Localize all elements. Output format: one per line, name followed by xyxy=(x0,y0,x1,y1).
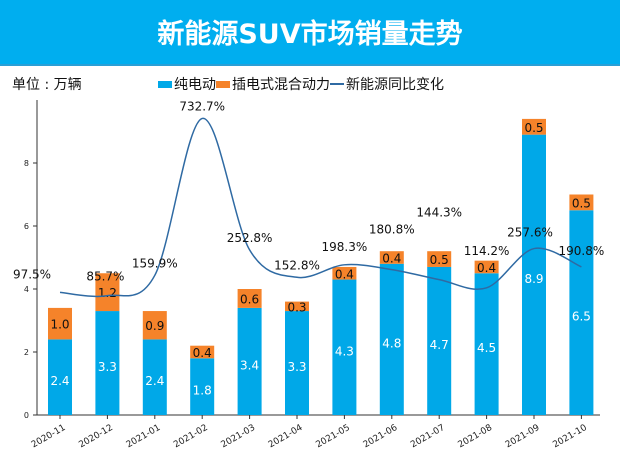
y-tick-label: 4 xyxy=(24,285,29,294)
chart-title: 新能源SUV市场销量走势 xyxy=(157,19,463,50)
legend: 纯电动 插电式混合动力 新能源同比变化 xyxy=(158,74,444,94)
bar-bev xyxy=(379,263,404,415)
x-tick-label: 2021-01 xyxy=(125,423,163,450)
yoy-label: 97.5% xyxy=(13,267,51,281)
bar-label-phev: 0.5 xyxy=(524,121,543,135)
bar-phev xyxy=(569,194,594,211)
bar-label-bev: 2.4 xyxy=(145,374,164,388)
bar-label-phev: 0.4 xyxy=(477,261,496,275)
bar-label-phev: 0.5 xyxy=(430,253,449,267)
legend-item-yoy: 新能源同比变化 xyxy=(330,74,444,94)
bar-label-bev: 4.3 xyxy=(335,344,354,358)
legend-item-phev: 插电式混合动力 xyxy=(216,74,330,94)
y-tick-label: 0 xyxy=(24,411,29,420)
x-tick-label: 2021-04 xyxy=(267,423,305,451)
legend-label-bev: 纯电动 xyxy=(174,77,216,93)
legend-swatch-bev xyxy=(158,80,172,88)
y-tick-label: 8 xyxy=(24,159,29,168)
yoy-label: 159.9% xyxy=(132,256,178,270)
bar-phev xyxy=(48,307,72,340)
yoy-line xyxy=(59,117,582,298)
x-tick-label: 2021-07 xyxy=(409,423,447,450)
unit-label: 单位 : 万辆 xyxy=(12,77,82,93)
bar-label-bev: 3.3 xyxy=(287,360,306,374)
bar-label-bev: 4.5 xyxy=(477,341,496,355)
bar-phev xyxy=(142,311,167,340)
bar-bev xyxy=(190,358,215,415)
bar-label-bev: 3.3 xyxy=(98,360,117,374)
x-tick-label: 2021-08 xyxy=(457,423,495,451)
bar-label-bev: 3.4 xyxy=(240,358,259,372)
bar-bev xyxy=(95,311,120,415)
bar-label-bev: 1.8 xyxy=(193,384,212,398)
y-tick-label: 2 xyxy=(24,348,29,357)
bar-bev xyxy=(237,307,262,415)
x-tick-label: 2021-05 xyxy=(314,423,352,450)
yoy-label: 190.8% xyxy=(559,244,605,258)
x-tick-label: 2021-10 xyxy=(551,423,589,451)
bar-label-phev: 0.6 xyxy=(240,292,259,306)
bar-label-bev: 6.5 xyxy=(572,310,591,324)
y-tick-label: 6 xyxy=(24,222,29,231)
bar-label-phev: 1.0 xyxy=(50,318,69,332)
bar-phev xyxy=(474,260,499,274)
bar-phev xyxy=(237,289,262,308)
bar-phev xyxy=(379,251,404,264)
x-tick-label: 2021-09 xyxy=(504,423,542,451)
yoy-label: 732.7% xyxy=(179,99,225,113)
title-banner: 新能源SUV市场销量走势 xyxy=(0,0,620,66)
yoy-label: 180.8% xyxy=(369,223,415,237)
x-tick-label: 2020-12 xyxy=(77,423,115,450)
bar-label-phev: 0.4 xyxy=(335,267,354,281)
x-tick-label: 2020-11 xyxy=(30,423,68,450)
yoy-label: 85.7% xyxy=(86,270,124,284)
bar-bev xyxy=(48,339,72,415)
bar-bev xyxy=(142,339,167,415)
legend-item-bev: 纯电动 xyxy=(158,74,216,94)
x-tick-label: 2021-06 xyxy=(362,423,400,451)
bar-bev xyxy=(285,311,309,415)
yoy-label: 114.2% xyxy=(464,244,510,258)
yoy-label: 144.3% xyxy=(416,206,462,220)
legend-label-phev: 插电式混合动力 xyxy=(232,77,330,93)
bar-label-bev: 2.4 xyxy=(50,374,69,388)
legend-swatch-yoy xyxy=(330,83,344,85)
bar-label-bev: 8.9 xyxy=(524,272,543,286)
legend-swatch-phev xyxy=(216,80,230,88)
x-tick-label: 2021-02 xyxy=(172,423,210,450)
bar-bev xyxy=(474,273,499,415)
yoy-label: 152.8% xyxy=(274,258,320,272)
bar-label-phev: 0.3 xyxy=(287,300,306,314)
yoy-label: 252.8% xyxy=(227,231,273,245)
bar-label-phev: 0.4 xyxy=(382,252,401,266)
bar-phev xyxy=(427,251,452,267)
bar-label-bev: 4.8 xyxy=(382,336,401,350)
bar-bev xyxy=(332,279,357,415)
bar-phev xyxy=(285,301,309,312)
bar-phev xyxy=(332,266,357,280)
bar-label-phev: 0.4 xyxy=(193,346,212,360)
bar-bev xyxy=(569,210,594,415)
bar-bev xyxy=(522,134,546,415)
yoy-label: 257.6% xyxy=(507,226,553,240)
x-tick-label: 2021-03 xyxy=(220,423,258,450)
bar-label-bev: 4.7 xyxy=(430,338,449,352)
legend-label-yoy: 新能源同比变化 xyxy=(346,77,444,93)
bar-label-phev: 0.9 xyxy=(145,319,164,333)
bar-phev xyxy=(190,345,215,359)
bar-phev xyxy=(95,273,120,312)
bar-bev xyxy=(427,266,452,415)
yoy-label: 198.3% xyxy=(322,240,368,254)
bar-label-phev: 0.5 xyxy=(572,196,591,210)
bar-phev xyxy=(522,118,546,135)
bar-label-phev: 1.2 xyxy=(98,286,117,300)
